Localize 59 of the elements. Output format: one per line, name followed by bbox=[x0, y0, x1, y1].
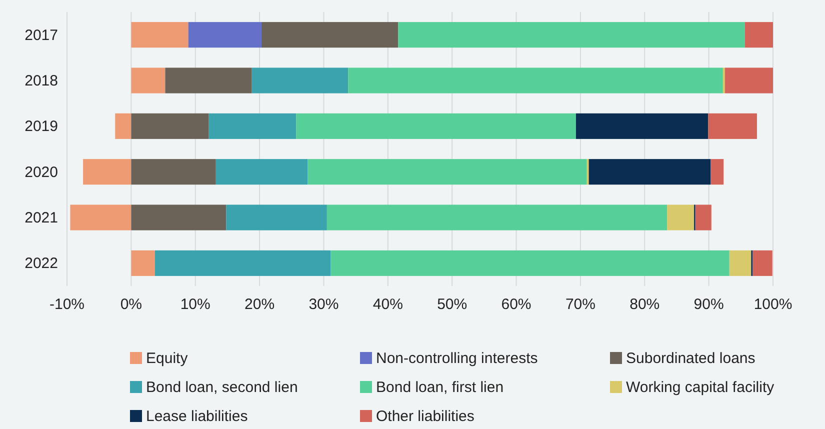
bar bbox=[70, 204, 132, 230]
bar bbox=[131, 204, 226, 230]
bar bbox=[252, 68, 348, 94]
bar bbox=[261, 22, 398, 48]
y-tick-label: 2021 bbox=[24, 210, 58, 226]
x-tick-label: 60% bbox=[501, 296, 532, 313]
bar bbox=[588, 159, 711, 185]
legend-label: Non-controlling interests bbox=[376, 350, 538, 367]
bar bbox=[348, 68, 723, 94]
bar bbox=[710, 159, 724, 185]
legend-label: Other liabilities bbox=[376, 408, 474, 425]
legend-label: Bond loan, first lien bbox=[376, 379, 504, 396]
x-tick-label: 0% bbox=[120, 296, 142, 313]
x-tick-label: 20% bbox=[244, 296, 275, 313]
y-tick-label: 2022 bbox=[24, 255, 58, 272]
bar bbox=[131, 22, 188, 48]
x-tick-label: -10% bbox=[49, 296, 85, 313]
bar bbox=[131, 68, 166, 94]
bar bbox=[131, 113, 209, 139]
x-tick-label: 90% bbox=[694, 296, 724, 313]
y-tick-label: 2019 bbox=[24, 118, 58, 136]
bar bbox=[154, 250, 331, 276]
legend-label: Bond loan, second lien bbox=[146, 379, 298, 396]
bar bbox=[330, 250, 730, 276]
x-tick-label: 10% bbox=[180, 296, 210, 313]
bar bbox=[695, 204, 712, 230]
x-tick-label: 70% bbox=[565, 296, 596, 313]
legend-label: Working capital facility bbox=[626, 379, 775, 396]
bar bbox=[216, 159, 308, 185]
bar bbox=[165, 68, 252, 94]
bar bbox=[208, 113, 296, 139]
legend-label: Equity bbox=[146, 350, 188, 367]
bar bbox=[724, 68, 773, 94]
y-tick-label: 2017 bbox=[24, 26, 58, 44]
x-tick-label: 50% bbox=[437, 296, 468, 313]
bar bbox=[188, 22, 262, 48]
bar bbox=[729, 250, 752, 276]
bar bbox=[576, 113, 708, 139]
bar bbox=[131, 159, 216, 185]
y-tick-label: 2018 bbox=[24, 72, 58, 90]
bar bbox=[296, 113, 576, 139]
bar bbox=[744, 22, 773, 48]
bar bbox=[326, 204, 668, 230]
y-tick-label: 2020 bbox=[24, 164, 58, 181]
bar bbox=[667, 204, 694, 230]
x-tick-label: 100% bbox=[754, 296, 792, 313]
bar bbox=[752, 250, 772, 276]
legend-label: Lease liabilities bbox=[146, 408, 248, 425]
x-tick-label: 30% bbox=[308, 296, 339, 313]
legend-label: Subordinated loans bbox=[626, 350, 756, 367]
bar bbox=[226, 204, 327, 230]
bar bbox=[115, 113, 132, 139]
bar bbox=[131, 250, 155, 276]
x-tick-label: 80% bbox=[630, 296, 660, 313]
bar bbox=[308, 159, 587, 185]
x-tick-label: 40% bbox=[372, 296, 403, 313]
bar bbox=[708, 113, 757, 139]
bar bbox=[398, 22, 745, 48]
bar bbox=[83, 159, 132, 185]
